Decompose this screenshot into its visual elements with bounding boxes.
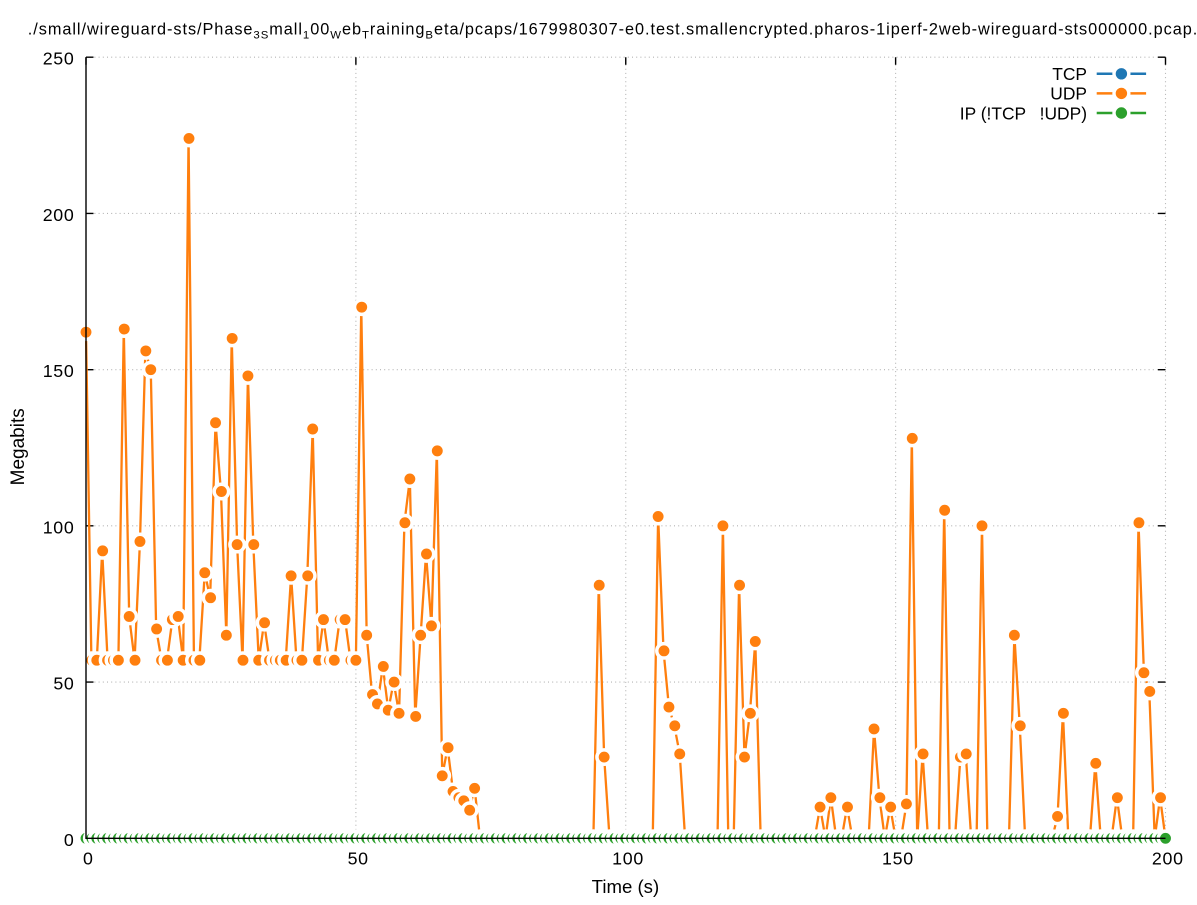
svg-text:200: 200 bbox=[1152, 849, 1184, 869]
svg-text:0: 0 bbox=[83, 849, 94, 869]
svg-text:0: 0 bbox=[64, 830, 75, 850]
svg-text:Time (s): Time (s) bbox=[592, 876, 659, 897]
svg-text:250: 250 bbox=[43, 49, 75, 69]
svg-text:./small/wireguard-sts/Phase3Sm: ./small/wireguard-sts/Phase3Small100WebT… bbox=[28, 21, 1197, 42]
svg-text:100: 100 bbox=[612, 849, 644, 869]
svg-text:150: 150 bbox=[43, 361, 75, 381]
svg-text:50: 50 bbox=[53, 674, 74, 694]
svg-text:Megabits: Megabits bbox=[8, 408, 29, 485]
svg-text:UDP: UDP bbox=[1050, 84, 1087, 104]
svg-text:50: 50 bbox=[348, 849, 369, 869]
svg-text:TCP: TCP bbox=[1052, 64, 1087, 84]
svg-text:IP (!TCP !UDP): IP (!TCP !UDP) bbox=[960, 103, 1087, 123]
svg-text:200: 200 bbox=[43, 205, 75, 225]
svg-text:100: 100 bbox=[43, 517, 75, 537]
svg-text:150: 150 bbox=[882, 849, 914, 869]
